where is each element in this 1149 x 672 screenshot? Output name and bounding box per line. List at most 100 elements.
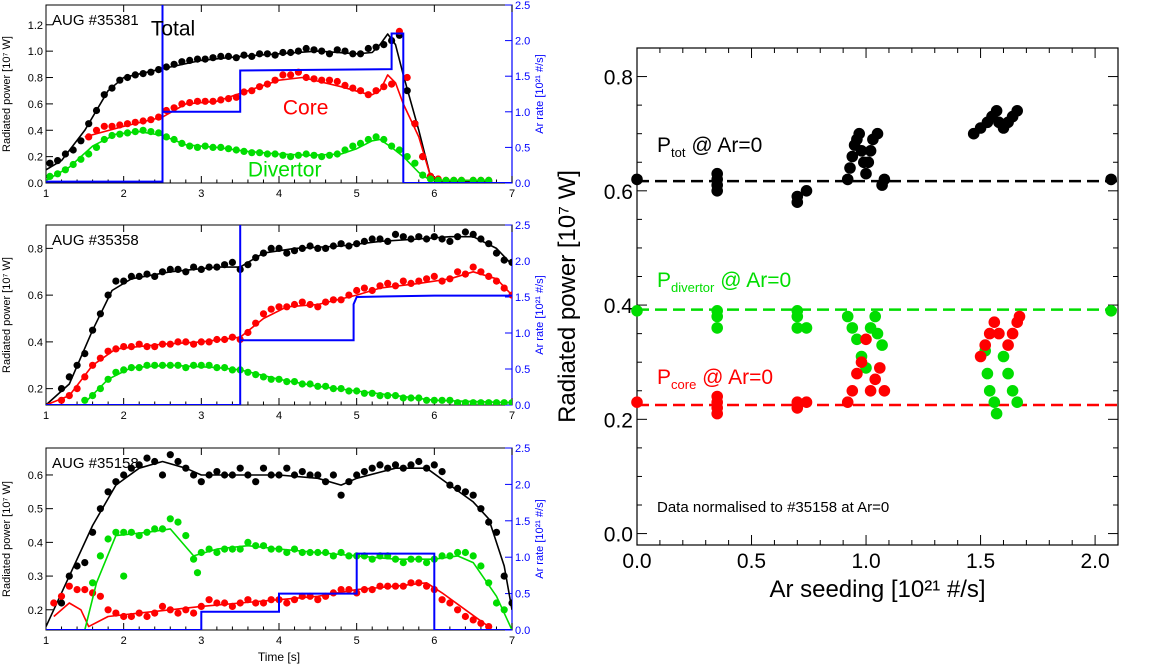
core-point (302, 73, 310, 82)
divertor-point (96, 552, 104, 560)
y2-tick-label: 2.0 (515, 479, 530, 491)
core-point (174, 338, 182, 346)
core-point (135, 609, 143, 617)
divertor-point (224, 145, 233, 153)
divertor-point (395, 146, 403, 154)
total-point (213, 468, 221, 476)
core-point (430, 272, 438, 280)
p-core-point (851, 367, 863, 380)
total-point (201, 55, 209, 63)
divertor-point (391, 555, 400, 563)
core-point (364, 91, 372, 99)
x-tick-label: 4 (276, 635, 282, 647)
core-point (108, 122, 116, 130)
core-point (259, 599, 268, 607)
divertor-point (353, 387, 361, 395)
total-point (298, 244, 306, 252)
core-point (190, 340, 198, 348)
core-point (73, 385, 81, 393)
core-point (174, 609, 182, 617)
y-tick-label: 1.2 (28, 20, 43, 32)
y-tick-label: 0.4 (28, 337, 43, 349)
core-point (123, 120, 132, 128)
divertor-point (407, 555, 415, 563)
total-point (174, 457, 182, 466)
core-point (228, 602, 236, 611)
divertor-point (104, 535, 112, 543)
core-point (314, 596, 322, 604)
total-point (236, 464, 244, 472)
total-point (256, 50, 264, 58)
p-tot-point (860, 167, 872, 180)
divertor-point (116, 130, 124, 138)
y-tick-label: 0.8 (28, 73, 43, 85)
divertor-point (485, 399, 493, 405)
core-point (205, 596, 213, 604)
core-point (178, 100, 186, 108)
y-tick-label: 0.5 (28, 504, 43, 516)
core-point (446, 599, 454, 607)
data-layer (46, 5, 512, 183)
total-point (267, 244, 275, 252)
total-point (508, 599, 512, 607)
core-point (263, 80, 271, 88)
divertor-point (438, 552, 446, 560)
y2-tick-label: 2.5 (515, 443, 530, 455)
divertor-point (430, 396, 438, 404)
total-point (127, 272, 135, 280)
total-point (314, 471, 322, 479)
total-point (446, 237, 454, 245)
p-divertor-point (876, 339, 888, 351)
total-point (224, 52, 233, 61)
total-point (158, 471, 167, 479)
divertor-point (345, 387, 353, 395)
core-point (376, 282, 384, 290)
total-point (151, 457, 159, 466)
total-point (294, 47, 302, 55)
divertor-point (127, 364, 135, 372)
p-tot-point (711, 167, 723, 180)
core-point (240, 88, 248, 96)
divertor-point (298, 548, 306, 557)
total-point (380, 41, 388, 49)
total-point (81, 559, 89, 567)
divertor-point (69, 160, 77, 169)
divertor-point (240, 147, 248, 155)
total-point (283, 249, 291, 257)
total-point (228, 258, 236, 266)
x-tick-label: 2 (121, 410, 127, 422)
divertor-point (388, 142, 396, 150)
total-point (135, 461, 143, 469)
y-tick-label: 0.0 (604, 524, 633, 547)
y2-tick-label: 0.5 (515, 364, 530, 376)
core-point (120, 343, 128, 351)
divertor-point (267, 545, 275, 553)
y2-tick-label: 1.0 (515, 328, 530, 340)
total-point (46, 159, 54, 167)
core-point (461, 612, 469, 621)
divertor-point (221, 545, 229, 553)
total-point (322, 244, 330, 252)
core-point (139, 117, 147, 125)
total-point (360, 237, 368, 245)
p-core-point (974, 350, 987, 363)
core-point (384, 582, 392, 590)
p-core-point (1006, 327, 1019, 340)
total-point (345, 478, 353, 486)
total-point (252, 478, 260, 486)
divertor-point (193, 569, 202, 577)
x-tick-label: 1 (43, 635, 49, 647)
y-axis-label: Radiated power [10⁷ W] (1, 481, 13, 597)
y2-tick-label: 0.0 (515, 178, 530, 190)
total-point (318, 47, 326, 55)
p-core-point (983, 327, 996, 340)
divertor-point (411, 159, 419, 167)
x-tick-label: 4 (276, 410, 282, 422)
p-core-point (869, 373, 881, 386)
divertor-point (213, 364, 221, 372)
divertor-point (306, 548, 314, 557)
total-point (267, 471, 275, 479)
p-divertor-point (981, 367, 994, 380)
